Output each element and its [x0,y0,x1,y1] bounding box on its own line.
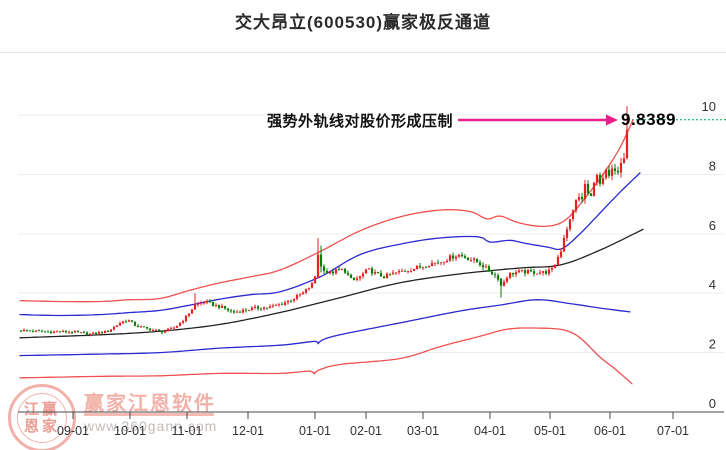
resistance-annotation: 强势外轨线对股价形成压制 [266,113,453,130]
title-divider [0,52,726,53]
watermark-seal-text: 江赢 恩家 [17,393,67,443]
y-axis-label: 6 [709,218,716,233]
resistance-price-label: 9.8389 [621,110,676,129]
x-axis-label: 07-01 [657,424,689,438]
x-axis-label: 06-01 [594,424,626,438]
watermark-url: www.360gann.com [84,418,218,434]
x-axis-label: 12-01 [232,424,264,438]
channel-line-inner-lower [19,299,631,357]
channel-line-inner-upper [19,172,641,317]
x-axis-label: 04-01 [474,424,506,438]
annotation-arrowhead [606,114,618,126]
y-axis-label: 8 [709,158,716,173]
x-axis-label: 03-01 [407,424,439,438]
x-axis-label: 05-01 [534,424,566,438]
y-axis-label: 0 [709,396,716,411]
watermark-brand: 赢家江恩软件 [84,393,216,415]
x-axis-label: 09-01 [57,424,89,438]
channel-line-outer-upper [19,119,634,303]
chart-title: 交大昂立(600530)赢家极反通道 [234,13,492,32]
watermark-underline [84,413,214,416]
x-axis-label: 01-01 [299,424,331,438]
x-axis-label: 02-01 [350,424,382,438]
channel-line-center [19,228,644,339]
channel-line-outer-lower [19,327,633,385]
x-axis-label: 11-01 [171,424,202,438]
y-axis-label: 4 [709,277,716,292]
y-axis-label: 2 [709,337,716,352]
x-axis-label: 10-01 [114,424,146,438]
y-axis-label: 10 [702,99,716,114]
